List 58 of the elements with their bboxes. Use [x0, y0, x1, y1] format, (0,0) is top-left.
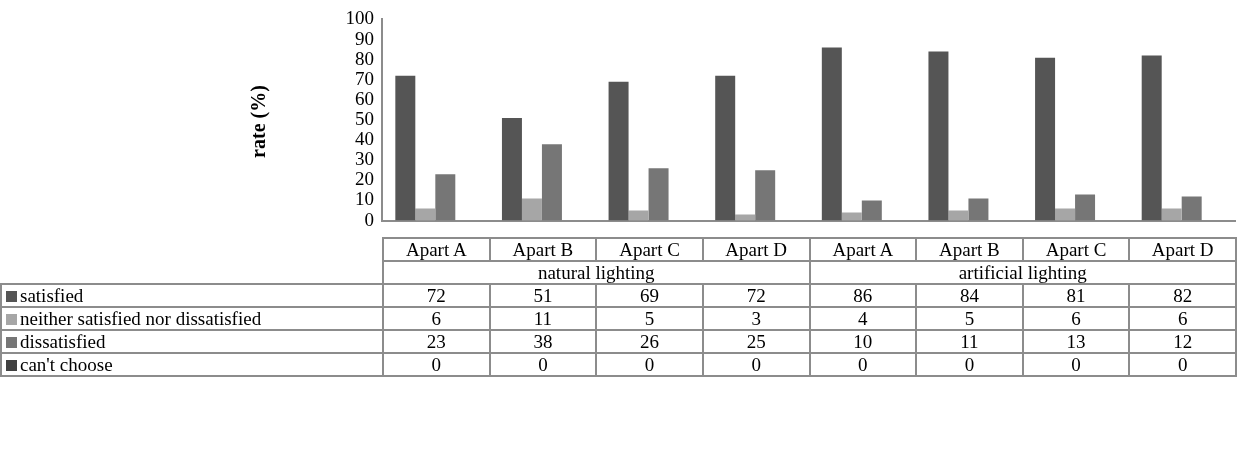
y-tick-label: 0: [364, 208, 374, 230]
data-label: 11: [916, 330, 1023, 353]
legend-label: satisfied: [1, 284, 383, 307]
data-label: 26: [596, 330, 703, 353]
data-label: 13: [1022, 330, 1130, 353]
y-axis-title: rate (%): [246, 84, 270, 160]
data-label: 0: [1022, 353, 1130, 376]
y-tick-label: 30: [355, 148, 374, 170]
data-label: 72: [383, 284, 490, 307]
text: natural lighting: [383, 261, 810, 284]
y-tick-label: 20: [355, 168, 374, 190]
data-label: 6: [1129, 307, 1236, 330]
data-label: 4: [809, 307, 917, 330]
y-tick-label: 50: [355, 107, 374, 129]
data-label: 0: [809, 353, 917, 376]
data-label: 0: [702, 353, 810, 376]
data-label: 0: [916, 353, 1023, 376]
data-label: 81: [1022, 284, 1130, 307]
data-label: 69: [596, 284, 703, 307]
data-label: 3: [702, 307, 810, 330]
y-tick-label: 70: [355, 67, 374, 89]
text: artificial lighting: [809, 261, 1236, 284]
y-tick-label: 60: [355, 87, 374, 109]
data-label: 6: [1022, 307, 1130, 330]
x-tick-label: Apart B: [489, 238, 597, 261]
data-label: 5: [916, 307, 1023, 330]
legend-label: neither satisfied nor dissatisfied: [1, 307, 383, 330]
data-label: 84: [916, 284, 1023, 307]
x-tick-label: Apart D: [1129, 238, 1236, 261]
y-tick-label: 100: [345, 7, 374, 29]
data-label: 0: [1129, 353, 1236, 376]
data-label: 51: [489, 284, 597, 307]
data-label: 0: [489, 353, 597, 376]
data-label: 72: [702, 284, 810, 307]
data-label: 12: [1129, 330, 1236, 353]
x-tick-label: Apart C: [596, 238, 703, 261]
x-tick-label: Apart C: [1022, 238, 1130, 261]
x-tick-label: Apart A: [809, 238, 917, 261]
legend-label: can't choose: [1, 353, 383, 376]
y-tick-label: 80: [355, 47, 374, 69]
data-label: 86: [809, 284, 917, 307]
y-tick-label: 10: [355, 188, 374, 210]
data-label: 25: [702, 330, 810, 353]
data-label: 38: [489, 330, 597, 353]
legend-label: dissatisfied: [1, 330, 383, 353]
data-label: 6: [383, 307, 490, 330]
x-tick-label: Apart B: [916, 238, 1023, 261]
data-label: 11: [489, 307, 597, 330]
data-label: 10: [809, 330, 917, 353]
data-label: 23: [383, 330, 490, 353]
data-label: 0: [596, 353, 703, 376]
data-label: 5: [596, 307, 703, 330]
y-tick-label: 90: [355, 27, 374, 49]
x-tick-label: Apart D: [702, 238, 810, 261]
x-tick-label: Apart A: [383, 238, 490, 261]
y-tick-label: 40: [355, 128, 374, 150]
data-label: 0: [383, 353, 490, 376]
data-label: 82: [1129, 284, 1236, 307]
